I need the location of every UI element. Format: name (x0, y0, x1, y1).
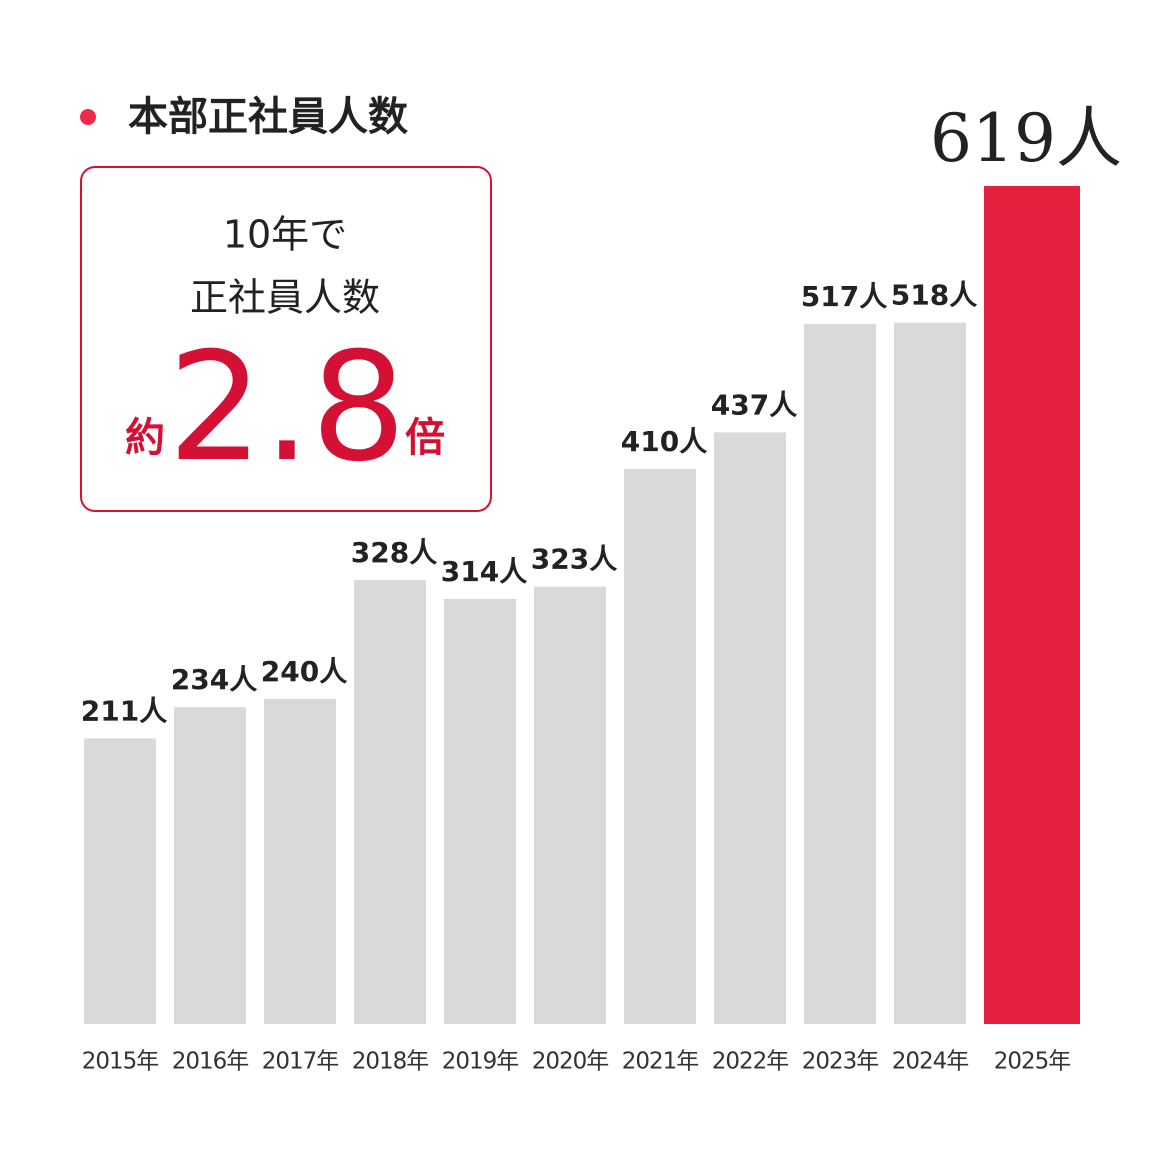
value-label: 518人 (891, 279, 977, 312)
value-label: 619人 (930, 100, 1122, 177)
bar (894, 322, 966, 1024)
bar (264, 699, 336, 1024)
bar (804, 324, 876, 1024)
value-label: 323人 (531, 543, 617, 576)
value-label: 314人 (441, 555, 527, 588)
x-tick-label: 2020年 (532, 1049, 609, 1075)
value-label: 234人 (171, 663, 257, 696)
x-tick-label: 2024年 (892, 1049, 969, 1075)
value-label: 211人 (81, 694, 167, 727)
bar (714, 432, 786, 1024)
bar (84, 738, 156, 1024)
callout-number: 2.8 (168, 321, 407, 495)
callout-line: 正社員人数 (190, 276, 380, 320)
bar (624, 468, 696, 1024)
callout-line: 10年で (223, 213, 347, 257)
x-tick-label: 2015年 (82, 1049, 159, 1075)
value-label: 410人 (621, 425, 707, 458)
x-tick-label: 2016年 (172, 1049, 249, 1075)
x-tick-label: 2023年 (802, 1049, 879, 1075)
value-label: 328人 (351, 536, 437, 569)
bar (174, 707, 246, 1024)
value-label: 240人 (261, 655, 347, 688)
value-label: 437人 (711, 388, 797, 421)
x-tick-label: 2017年 (262, 1049, 339, 1075)
x-tick-label: 2019年 (442, 1049, 519, 1075)
callout-suffix: 倍 (405, 415, 445, 461)
value-label: 517人 (801, 280, 887, 313)
x-tick-label: 2018年 (352, 1049, 429, 1075)
chart-title: 本部正社員人数 (128, 94, 408, 140)
x-tick-label: 2022年 (712, 1049, 789, 1075)
bar (444, 598, 516, 1024)
bar (354, 579, 426, 1024)
bar (984, 185, 1080, 1024)
bar (534, 586, 606, 1024)
callout-prefix: 約 (125, 415, 165, 461)
title-dot (80, 109, 96, 125)
callout-box (80, 166, 492, 512)
x-tick-label: 2021年 (622, 1049, 699, 1075)
x-tick-label: 2025年 (994, 1049, 1071, 1075)
